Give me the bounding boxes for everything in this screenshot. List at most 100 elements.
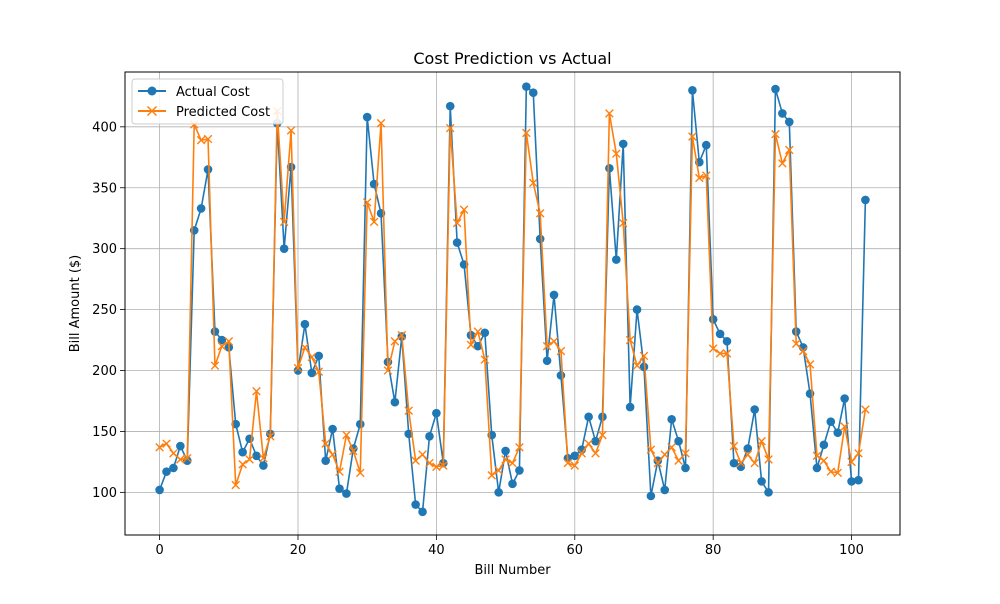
predicted-cost-point bbox=[639, 351, 649, 361]
y-tick-label: 350 bbox=[92, 181, 117, 196]
predicted-cost-point bbox=[397, 330, 407, 340]
actual-cost-point bbox=[625, 402, 635, 412]
predicted-cost-point bbox=[307, 352, 317, 362]
predicted-cost-point bbox=[245, 455, 254, 464]
actual-cost-point bbox=[473, 341, 483, 351]
x-tick-label: 40 bbox=[428, 543, 445, 558]
predicted-cost-point bbox=[722, 349, 732, 358]
actual-cost-point bbox=[528, 88, 538, 98]
predicted-cost-point bbox=[674, 456, 683, 465]
predicted-cost-point bbox=[681, 449, 690, 458]
predicted-cost-point bbox=[252, 386, 261, 396]
actual-cost-point bbox=[452, 238, 462, 247]
predicted-cost-point bbox=[439, 461, 448, 470]
predicted-cost-point bbox=[535, 209, 545, 218]
x-tick-label: 80 bbox=[705, 543, 722, 558]
legend-marker-actual bbox=[147, 86, 157, 96]
predicted-cost-point bbox=[210, 361, 220, 370]
actual-cost-point bbox=[238, 447, 247, 457]
predicted-cost-point bbox=[805, 360, 815, 369]
actual-cost-point bbox=[667, 414, 676, 424]
actual-cost-point bbox=[501, 446, 510, 456]
actual-cost-point bbox=[169, 463, 178, 473]
actual-cost-point bbox=[411, 500, 420, 509]
actual-cost-point bbox=[522, 82, 531, 91]
y-tick-label: 250 bbox=[92, 303, 117, 318]
predicted-cost-point bbox=[390, 336, 400, 346]
predicted-cost-point bbox=[861, 405, 870, 414]
actual-cost-point bbox=[542, 356, 552, 366]
actual-cost-point bbox=[646, 491, 656, 501]
predicted-cost-point bbox=[501, 455, 510, 464]
predicted-cost-point bbox=[376, 118, 386, 128]
axis-ticks: 0 20 40 60 80 100 100 150 200 250 300 350 400 bbox=[92, 120, 864, 558]
predicted-cost-point bbox=[231, 480, 241, 490]
predicted-cost-point bbox=[432, 462, 441, 472]
legend-box bbox=[131, 78, 284, 125]
predicted-cost-point bbox=[778, 159, 787, 168]
predicted-cost-point bbox=[508, 458, 517, 468]
predicted-cost-point bbox=[411, 456, 420, 465]
actual-cost-point bbox=[342, 489, 351, 498]
predicted-cost-point bbox=[335, 467, 344, 476]
predicted-cost-point bbox=[577, 449, 586, 458]
predicted-cost-point bbox=[328, 450, 337, 459]
legend-label-predicted: Predicted Cost bbox=[176, 105, 270, 120]
predicted-cost-point bbox=[542, 341, 552, 351]
predicted-cost-point bbox=[757, 436, 766, 446]
actual-cost-point bbox=[750, 405, 759, 414]
predicted-cost-point bbox=[833, 468, 843, 478]
predicted-cost-point bbox=[598, 430, 607, 440]
predicted-cost-point bbox=[826, 467, 836, 476]
actual-cost-point bbox=[729, 458, 739, 468]
actual-cost-point bbox=[861, 195, 870, 205]
predicted-cost-point bbox=[653, 458, 663, 468]
predicted-cost-point bbox=[286, 126, 296, 135]
predicted-cost-point bbox=[459, 205, 469, 214]
actual-cost-point bbox=[335, 484, 344, 494]
actual-cost-point bbox=[432, 408, 441, 418]
actual-cost-point bbox=[764, 488, 773, 497]
legend-marker-predicted bbox=[146, 105, 158, 117]
actual-cost-point bbox=[681, 463, 690, 473]
predicted-cost-point bbox=[349, 446, 358, 456]
predicted-cost-point bbox=[625, 335, 635, 345]
predicted-cost-point bbox=[217, 341, 227, 351]
predicted-cost-point bbox=[445, 123, 455, 133]
predicted-cost-point bbox=[695, 173, 704, 183]
y-tick-label: 100 bbox=[92, 486, 117, 501]
actual-cost-point bbox=[321, 456, 330, 465]
predicted-cost-point bbox=[224, 336, 234, 346]
actual-cost-point bbox=[632, 305, 642, 314]
actual-cost-point bbox=[591, 436, 600, 446]
predicted-cost-point bbox=[784, 145, 794, 155]
predicted-cost-point bbox=[466, 340, 476, 350]
actual-cost-point bbox=[556, 371, 566, 380]
predicted-cost-point bbox=[321, 439, 330, 448]
predicted-cost-point bbox=[425, 458, 434, 468]
predicted-cost-point bbox=[612, 149, 621, 158]
actual-cost-point bbox=[155, 485, 164, 495]
predicted-cost-point bbox=[618, 218, 628, 228]
actual-cost-point bbox=[307, 368, 317, 378]
actual-cost-point bbox=[660, 485, 670, 495]
predicted-cost-point bbox=[169, 449, 178, 458]
actual-cost-point bbox=[196, 204, 206, 213]
actual-cost-point bbox=[390, 397, 400, 407]
predicted-cost-point bbox=[646, 445, 656, 455]
predicted-cost-point bbox=[266, 432, 275, 441]
actual-cost-point bbox=[162, 467, 171, 476]
actual-cost-point bbox=[584, 412, 593, 422]
predicted-cost-point bbox=[418, 450, 427, 459]
predicted-cost-point bbox=[570, 461, 580, 470]
actual-cost-series bbox=[155, 82, 870, 517]
actual-cost-point bbox=[854, 475, 863, 485]
predicted-cost-point bbox=[494, 466, 503, 475]
actual-cost-point bbox=[362, 112, 372, 122]
predicted-cost-point bbox=[487, 471, 497, 480]
actual-cost-point bbox=[708, 315, 718, 324]
predicted-cost-point bbox=[840, 422, 849, 431]
predicted-cost-point bbox=[355, 468, 365, 478]
legend-label-actual: Actual Cost bbox=[176, 85, 250, 100]
predicted-cost-point bbox=[798, 346, 808, 356]
